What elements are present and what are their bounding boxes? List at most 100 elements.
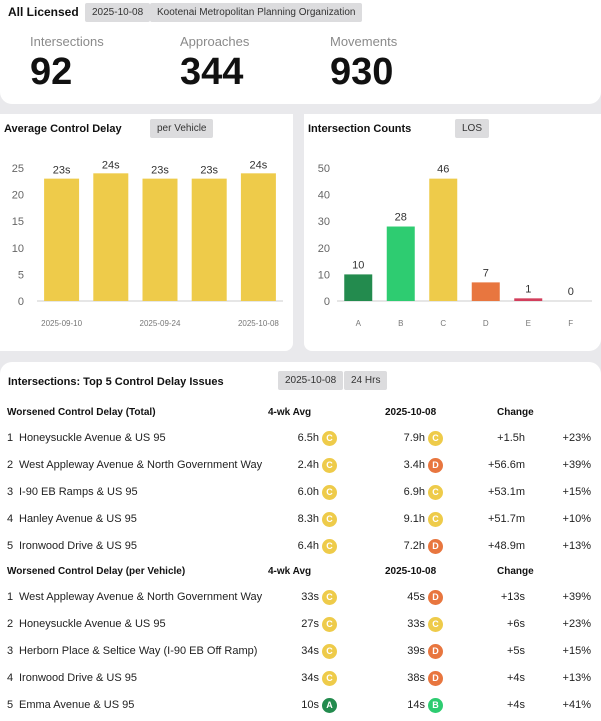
table-row[interactable]: 1 West Appleway Avenue & North Government… — [0, 584, 601, 611]
row-rank: 4 — [7, 672, 14, 684]
current-value: 45s — [407, 591, 425, 603]
row-rank: 4 — [7, 513, 14, 525]
y-tick-label: 0 — [324, 296, 330, 308]
table-row[interactable]: 1 Honeysuckle Avenue & US 95 6.5h C 7.9h C +1.… — [0, 425, 601, 452]
kpi-movements: Movements 930 — [330, 34, 397, 94]
table-title: Intersections: Top 5 Control Delay Issue… — [8, 376, 224, 388]
x-tick-label: D — [483, 319, 489, 328]
los-badge: C — [322, 671, 337, 686]
kpi-label: Approaches — [180, 34, 250, 49]
four-week-avg-value: 6.4h — [297, 540, 319, 552]
date-chip[interactable]: 2025-10-08 — [85, 3, 151, 22]
column-header-avg[interactable]: 4-wk Avg — [268, 407, 312, 418]
intersection-name[interactable]: Ironwood Drive & US 95 — [19, 540, 137, 552]
section-title: Worsened Control Delay (Total) — [7, 407, 156, 418]
kpi-intersections: Intersections 92 — [30, 34, 104, 94]
change-percent: +15% — [562, 486, 591, 498]
los-bar — [471, 282, 500, 301]
row-rank: 1 — [7, 591, 14, 603]
los-badge: C — [322, 617, 337, 632]
table-row[interactable]: 5 Emma Avenue & US 95 10s A 14s B +4s +41% — [0, 692, 601, 719]
x-tick-label: B — [398, 319, 403, 328]
change-value: +1.5h — [497, 432, 525, 444]
x-tick-label: F — [568, 319, 573, 328]
intersection-name[interactable]: Honeysuckle Avenue & US 95 — [19, 618, 166, 630]
los-bar — [514, 298, 543, 301]
bar-data-label: 0 — [568, 286, 574, 298]
section-header: Worsened Control Delay (Total) 4-wk Avg 20… — [0, 404, 601, 422]
intersection-name[interactable]: I-90 EB Ramps & US 95 — [19, 486, 138, 498]
intersection-name[interactable]: Ironwood Drive & US 95 — [19, 672, 137, 684]
bar-data-label: 24s — [102, 159, 120, 171]
intersection-name[interactable]: Herborn Place & Seltice Way (I-90 EB Off… — [19, 645, 258, 657]
table-row[interactable]: 3 I-90 EB Ramps & US 95 6.0h C 6.9h C +53.1m +1… — [0, 479, 601, 506]
y-tick-label: 20 — [318, 243, 330, 255]
table-row[interactable]: 2 West Appleway Avenue & North Government… — [0, 452, 601, 479]
current-value: 9.1h — [403, 513, 425, 525]
current-value: 39s — [407, 645, 425, 657]
intersection-name[interactable]: Honeysuckle Avenue & US 95 — [19, 432, 166, 444]
column-header-change[interactable]: Change — [497, 407, 534, 418]
change-value: +4s — [506, 699, 525, 711]
kpi-label: Movements — [330, 34, 398, 49]
column-header-change[interactable]: Change — [497, 566, 534, 577]
row-rank: 2 — [7, 459, 14, 471]
summary-card: All Licensed 2025-10-08 Kootenai Metropo… — [0, 0, 601, 104]
los-badge: C — [428, 512, 443, 527]
row-rank: 5 — [7, 540, 14, 552]
change-value: +48.9m — [488, 540, 525, 552]
column-header-date[interactable]: 2025-10-08 — [385, 407, 437, 418]
organization-chip[interactable]: Kootenai Metropolitan Planning Organizat… — [150, 3, 363, 22]
page-title: All Licensed — [8, 5, 79, 19]
per-vehicle-chip[interactable]: per Vehicle — [150, 119, 214, 138]
y-tick-label: 25 — [12, 163, 24, 175]
y-tick-label: 20 — [12, 190, 24, 202]
change-percent: +13% — [562, 540, 591, 552]
change-value: +56.6m — [488, 459, 525, 471]
los-badge: D — [428, 539, 443, 554]
four-week-avg-value: 2.4h — [297, 459, 319, 471]
section-title: Worsened Control Delay (per Vehicle) — [7, 566, 186, 577]
row-rank: 1 — [7, 432, 14, 444]
column-header-date[interactable]: 2025-10-08 — [385, 566, 437, 577]
current-value: 6.9h — [403, 486, 425, 498]
change-percent: +39% — [562, 591, 591, 603]
table-row[interactable]: 2 Honeysuckle Avenue & US 95 27s C 33s C +6s +2… — [0, 611, 601, 638]
delay-bar — [191, 178, 227, 301]
los-badge: C — [322, 590, 337, 605]
current-value: 3.4h — [403, 459, 425, 471]
change-percent: +10% — [562, 513, 591, 525]
intersection-name[interactable]: Emma Avenue & US 95 — [19, 699, 135, 711]
time-window-chip[interactable]: 24 Hrs — [344, 371, 388, 390]
los-badge: D — [428, 458, 443, 473]
table-row[interactable]: 5 Ironwood Drive & US 95 6.4h C 7.2h D +48.9m +… — [0, 533, 601, 560]
change-value: +13s — [500, 591, 525, 603]
y-tick-label: 30 — [318, 216, 330, 228]
y-tick-label: 40 — [318, 190, 330, 202]
table-row[interactable]: 4 Ironwood Drive & US 95 34s C 38s D +4s +13% — [0, 665, 601, 692]
bar-data-label: 23s — [200, 165, 218, 177]
intersection-name[interactable]: West Appleway Avenue & North Government … — [19, 591, 263, 603]
top5-table-card: Intersections: Top 5 Control Delay Issue… — [0, 362, 601, 721]
los-badge: C — [322, 485, 337, 500]
column-header-avg[interactable]: 4-wk Avg — [268, 566, 312, 577]
los-chip[interactable]: LOS — [455, 119, 490, 138]
delay-chart-title: Average Control Delay — [4, 123, 122, 135]
table-date-chip[interactable]: 2025-10-08 — [278, 371, 344, 390]
x-tick-label: A — [356, 319, 362, 328]
los-badge: B — [428, 698, 443, 713]
change-percent: +13% — [562, 672, 591, 684]
intersection-name[interactable]: West Appleway Avenue & North Government … — [19, 459, 263, 471]
current-value: 7.9h — [403, 432, 425, 444]
counts-chart-card: Intersection Counts LOS 0 10 20 30 40 50 10 A 28… — [304, 114, 601, 351]
table-row[interactable]: 3 Herborn Place & Seltice Way (I-90 EB Of… — [0, 638, 601, 665]
four-week-avg-value: 34s — [301, 645, 319, 657]
four-week-avg-value: 27s — [301, 618, 319, 630]
current-value: 33s — [407, 618, 425, 630]
table-row[interactable]: 4 Hanley Avenue & US 95 8.3h C 9.1h C +51.7m +1… — [0, 506, 601, 533]
y-tick-label: 50 — [318, 163, 330, 175]
intersection-name[interactable]: Hanley Avenue & US 95 — [19, 513, 137, 525]
change-value: +6s — [506, 618, 525, 630]
los-badge: D — [428, 671, 443, 686]
los-bar — [386, 226, 415, 301]
